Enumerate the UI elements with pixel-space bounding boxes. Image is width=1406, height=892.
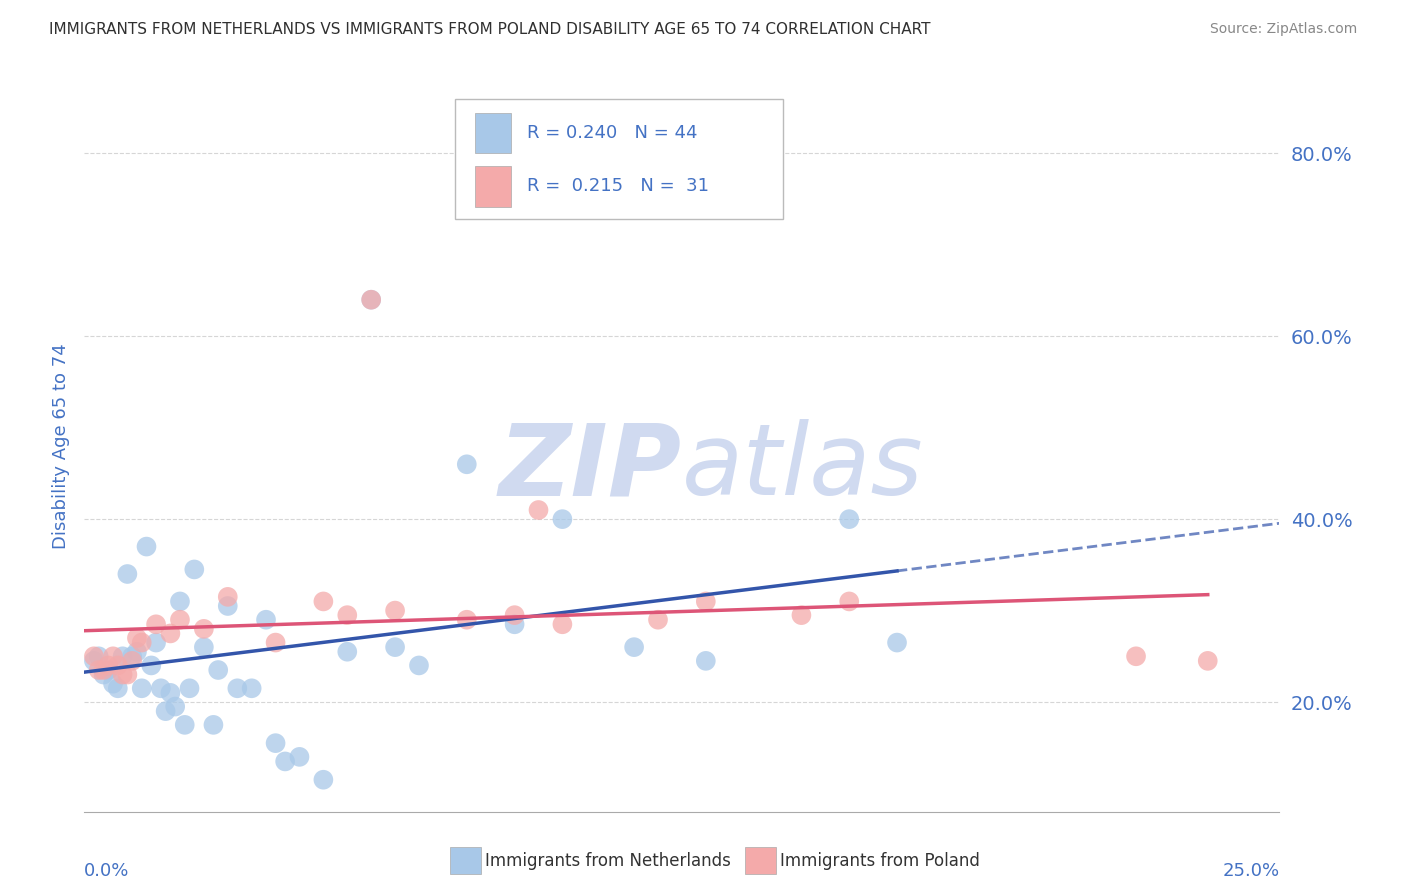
Point <box>183 562 205 576</box>
Point <box>264 736 287 750</box>
Point <box>288 749 311 764</box>
Text: atlas: atlas <box>682 419 924 516</box>
Point <box>790 608 813 623</box>
Point <box>551 512 574 526</box>
Point <box>111 667 134 681</box>
Point <box>456 613 478 627</box>
Point <box>117 567 139 582</box>
Point <box>274 755 297 769</box>
Point <box>169 613 191 627</box>
Point <box>647 613 669 627</box>
Point <box>193 640 215 655</box>
Point <box>264 635 287 649</box>
Text: ZIP: ZIP <box>499 419 682 516</box>
FancyBboxPatch shape <box>456 99 783 219</box>
Point <box>886 635 908 649</box>
Point <box>101 649 124 664</box>
Point <box>107 681 129 696</box>
Point <box>87 649 110 664</box>
Bar <box>475 113 510 153</box>
Point <box>695 594 717 608</box>
Point <box>121 654 143 668</box>
Point <box>217 590 239 604</box>
Text: R =  0.215   N =  31: R = 0.215 N = 31 <box>527 178 709 195</box>
Point <box>159 626 181 640</box>
Point <box>131 635 153 649</box>
Text: Immigrants from Netherlands: Immigrants from Netherlands <box>485 852 731 870</box>
Point <box>503 617 526 632</box>
Text: Source: ZipAtlas.com: Source: ZipAtlas.com <box>1209 22 1357 37</box>
Point <box>336 608 359 623</box>
Point <box>503 608 526 623</box>
Point <box>623 640 645 655</box>
Point <box>360 293 382 307</box>
Point <box>93 667 115 681</box>
Point <box>384 640 406 655</box>
Point <box>838 594 860 608</box>
Point <box>165 699 187 714</box>
Point <box>551 617 574 632</box>
Point <box>135 540 157 554</box>
Point <box>125 645 148 659</box>
Point <box>838 512 860 526</box>
Point <box>336 645 359 659</box>
Point <box>83 649 105 664</box>
Text: Immigrants from Poland: Immigrants from Poland <box>780 852 980 870</box>
Point <box>173 718 195 732</box>
Point <box>240 681 263 696</box>
Text: R = 0.240   N = 44: R = 0.240 N = 44 <box>527 124 697 142</box>
Point <box>159 686 181 700</box>
Text: 25.0%: 25.0% <box>1222 862 1279 880</box>
Point <box>360 293 382 307</box>
Point <box>141 658 163 673</box>
Point <box>254 613 277 627</box>
Point <box>695 654 717 668</box>
Point <box>145 635 167 649</box>
Point <box>155 704 177 718</box>
Point <box>202 718 225 732</box>
Point <box>97 663 120 677</box>
Point <box>527 503 550 517</box>
Point <box>93 663 115 677</box>
Point <box>107 658 129 673</box>
Point <box>125 631 148 645</box>
Text: IMMIGRANTS FROM NETHERLANDS VS IMMIGRANTS FROM POLAND DISABILITY AGE 65 TO 74 CO: IMMIGRANTS FROM NETHERLANDS VS IMMIGRANT… <box>49 22 931 37</box>
Point <box>121 649 143 664</box>
Point <box>169 594 191 608</box>
Point <box>312 772 335 787</box>
Point <box>456 457 478 471</box>
Point <box>312 594 335 608</box>
Bar <box>475 166 510 207</box>
Point <box>1125 649 1147 664</box>
Point <box>408 658 430 673</box>
Point <box>226 681 249 696</box>
Point <box>97 658 120 673</box>
Point <box>207 663 229 677</box>
Point <box>131 681 153 696</box>
Point <box>149 681 172 696</box>
Y-axis label: Disability Age 65 to 74: Disability Age 65 to 74 <box>52 343 70 549</box>
Point <box>101 676 124 690</box>
Point <box>384 603 406 617</box>
Point <box>87 663 110 677</box>
Point <box>1197 654 1219 668</box>
Point <box>83 654 105 668</box>
Text: 0.0%: 0.0% <box>84 862 129 880</box>
Point <box>111 649 134 664</box>
Point <box>217 599 239 613</box>
Point <box>193 622 215 636</box>
Point <box>145 617 167 632</box>
Point <box>179 681 201 696</box>
Point <box>117 667 139 681</box>
